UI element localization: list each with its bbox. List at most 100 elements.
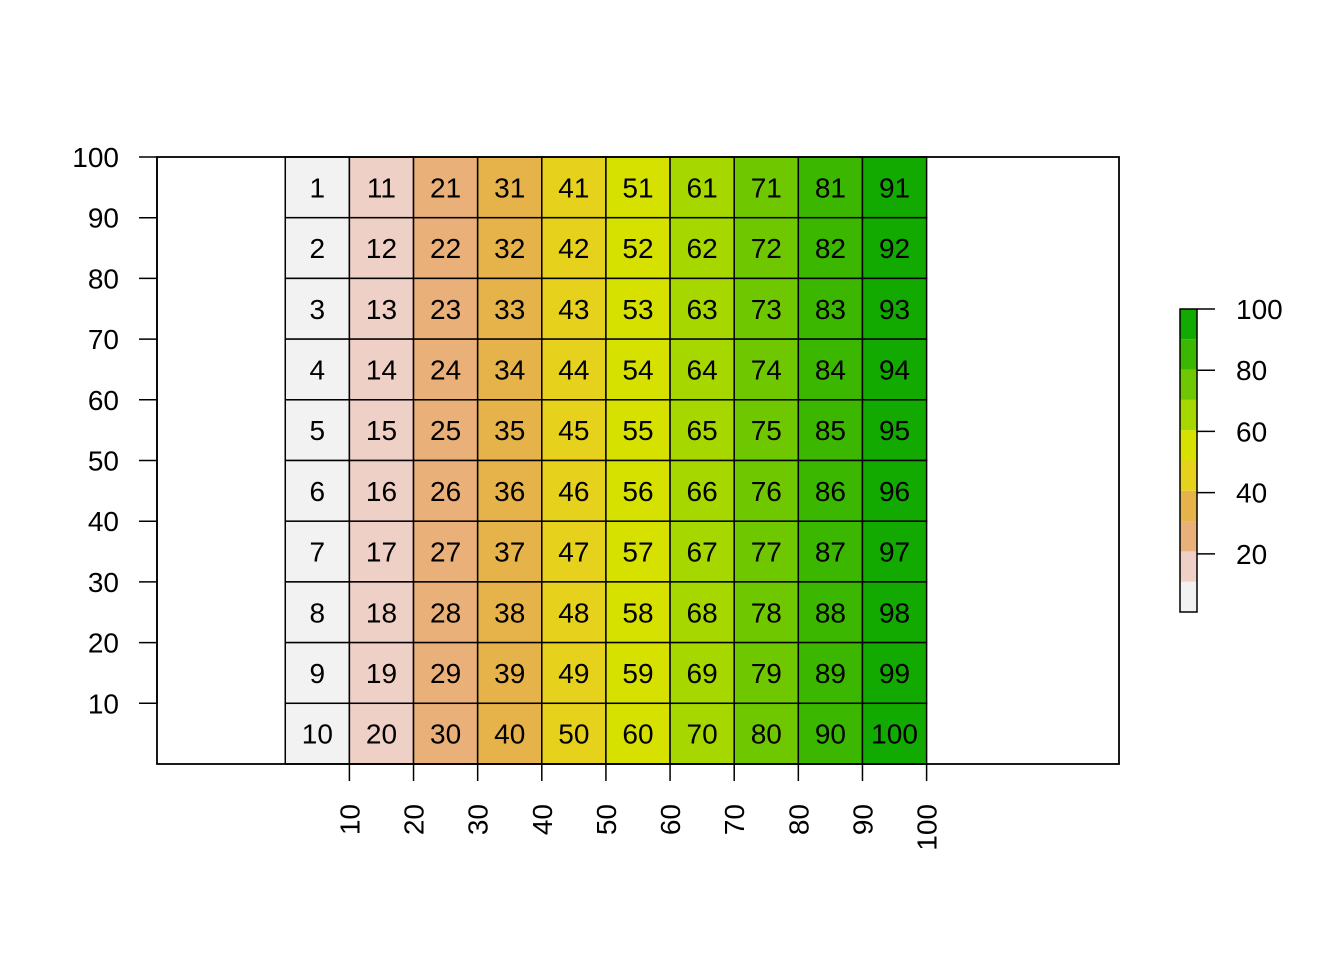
heatmap-cell: [733, 702, 800, 765]
heatmap-cell: [861, 641, 928, 705]
cell-value-label: 85: [815, 415, 846, 446]
cell-value-label: 76: [751, 476, 782, 507]
cell-value-label: 80: [751, 719, 782, 750]
y-tick-label: 100: [72, 142, 119, 173]
heatmap-cell: [669, 702, 735, 765]
heatmap-cell: [861, 216, 928, 280]
y-tick-label: 80: [88, 263, 119, 294]
legend-color-segment: [1180, 581, 1197, 612]
cell-value-label: 59: [622, 658, 653, 689]
cell-value-label: 79: [751, 658, 782, 689]
cell-value-label: 95: [879, 415, 910, 446]
x-tick-label: 90: [847, 804, 878, 835]
y-tick-label: 20: [88, 628, 119, 659]
cell-value-label: 45: [558, 415, 589, 446]
heatmap-cell: [541, 399, 607, 462]
cell-value-label: 26: [430, 476, 461, 507]
cell-value-label: 78: [751, 597, 782, 628]
heatmap-cell: [861, 702, 928, 765]
cell-value-label: 94: [879, 354, 910, 385]
legend-color-segment: [1180, 460, 1197, 491]
x-tick-label: 60: [655, 804, 686, 835]
legend-color-segment: [1180, 430, 1197, 461]
cell-value-label: 33: [494, 294, 525, 325]
x-tick-label: 100: [912, 804, 943, 851]
cell-value-label: 99: [879, 658, 910, 689]
cell-value-label: 30: [430, 719, 461, 750]
cell-value-label: 96: [879, 476, 910, 507]
cell-value-label: 17: [366, 537, 397, 568]
heatmap-cell: [605, 459, 671, 522]
heatmap-cell: [669, 216, 735, 280]
cell-value-label: 24: [430, 354, 461, 385]
heatmap-cell: [284, 277, 351, 340]
legend-color-segment: [1180, 369, 1197, 400]
y-tick-label: 70: [88, 324, 119, 355]
cell-value-label: 6: [310, 476, 326, 507]
heatmap-cell: [797, 520, 864, 583]
cell-value-label: 7: [310, 537, 326, 568]
cell-value-label: 21: [430, 172, 461, 203]
y-tick-label: 40: [88, 506, 119, 537]
cell-value-label: 58: [622, 597, 653, 628]
cell-value-label: 56: [622, 476, 653, 507]
cell-value-label: 39: [494, 658, 525, 689]
cell-value-label: 64: [687, 354, 718, 385]
cell-value-label: 9: [310, 658, 326, 689]
heatmap-cell: [797, 641, 864, 705]
heatmap-cell: [541, 581, 607, 644]
cell-value-label: 25: [430, 415, 461, 446]
cell-value-label: 72: [751, 233, 782, 264]
legend-tick-label: 100: [1236, 294, 1283, 325]
heatmap-cell: [797, 702, 864, 765]
cell-value-label: 71: [751, 172, 782, 203]
legend-frame: [1179, 308, 1198, 613]
heatmap-cell: [733, 216, 800, 280]
cell-value-label: 53: [622, 294, 653, 325]
cell-value-label: 2: [310, 233, 326, 264]
heatmap-cell: [348, 581, 415, 644]
cell-value-label: 47: [558, 537, 589, 568]
y-tick-label: 60: [88, 385, 119, 416]
cell-value-label: 90: [815, 719, 846, 750]
heatmap-cell: [797, 459, 864, 522]
cell-value-label: 44: [558, 354, 589, 385]
heatmap-cell: [605, 338, 671, 401]
legend-color-segment: [1180, 551, 1197, 582]
heatmap-cell: [605, 399, 671, 462]
cell-value-label: 98: [879, 597, 910, 628]
cell-value-label: 83: [815, 294, 846, 325]
cell-value-label: 97: [879, 537, 910, 568]
heatmap-cell: [284, 338, 351, 401]
heatmap-cell: [605, 520, 671, 583]
heatmap-cell: [541, 702, 607, 765]
legend-color-segment: [1180, 521, 1197, 552]
heatmap-cell: [476, 581, 543, 644]
legend-tick-label: 40: [1236, 478, 1267, 509]
x-tick-label: 20: [399, 804, 430, 835]
cell-value-label: 12: [366, 233, 397, 264]
cell-value-label: 81: [815, 172, 846, 203]
cell-value-label: 19: [366, 658, 397, 689]
cell-value-label: 60: [622, 719, 653, 750]
heatmap-cell: [605, 156, 671, 219]
cell-value-label: 11: [367, 172, 396, 203]
cell-value-label: 92: [879, 233, 910, 264]
cell-value-label: 77: [751, 537, 782, 568]
cell-value-label: 18: [366, 597, 397, 628]
heatmap-cell: [861, 338, 928, 401]
heatmap-cell: [605, 581, 671, 644]
x-tick-label: 50: [591, 804, 622, 835]
cell-value-label: 100: [871, 719, 918, 750]
heatmap-cell: [284, 702, 351, 765]
cell-value-label: 28: [430, 597, 461, 628]
cell-value-label: 74: [751, 354, 782, 385]
cell-value-label: 67: [687, 537, 718, 568]
heatmap-cell: [412, 277, 479, 340]
heatmap-cell: [669, 277, 735, 340]
cell-value-label: 4: [310, 354, 326, 385]
cell-value-label: 89: [815, 658, 846, 689]
cell-value-label: 1: [310, 172, 326, 203]
heatmap-cell: [412, 399, 479, 462]
